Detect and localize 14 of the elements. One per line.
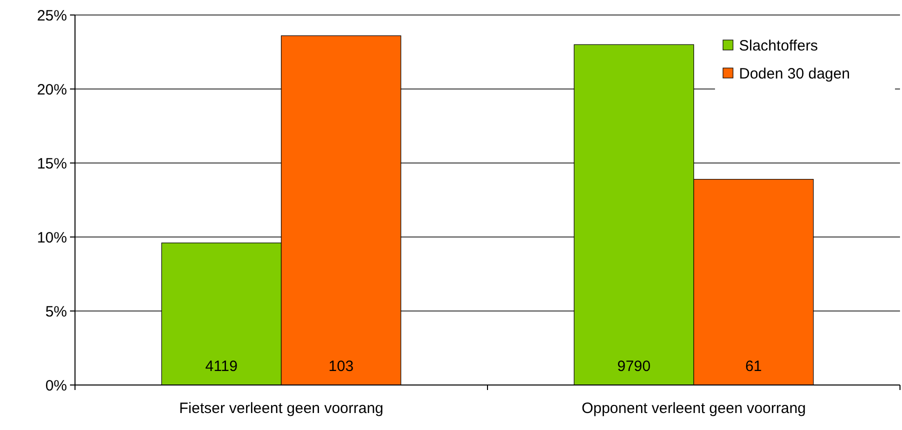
x-tick-label: Opponent verleent geen voorrang [582, 400, 806, 417]
y-tick-label: 10% [36, 229, 67, 246]
annotation: 103 [328, 358, 354, 375]
y-tick-label: 5% [45, 303, 67, 320]
x-tick-label: Fietser verleent geen voorrang [179, 400, 384, 417]
y-tick-label: 25% [36, 7, 67, 24]
annotation: 9790 [617, 358, 651, 375]
y-tick-label: 20% [36, 81, 67, 98]
annotation: 61 [745, 358, 762, 375]
legend-label: Slachtoffers [739, 37, 818, 54]
y-tick-label: 0% [45, 377, 67, 394]
annotation: 4119 [205, 358, 238, 375]
y-tick-label: 15% [36, 155, 67, 172]
legend-label: Doden 30 dagen [739, 65, 850, 82]
